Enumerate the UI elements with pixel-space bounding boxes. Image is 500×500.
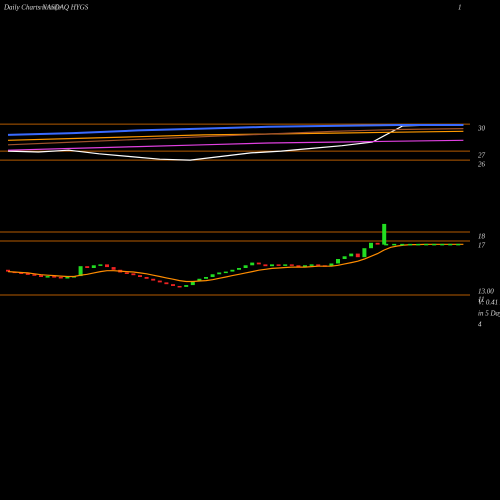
- candle: [19, 272, 24, 274]
- candle: [85, 266, 90, 268]
- candle: [309, 264, 314, 266]
- candle: [217, 272, 222, 275]
- info-text: 13.00: [478, 288, 494, 296]
- level-label: 18: [478, 233, 486, 241]
- candle: [124, 272, 129, 274]
- candle: [316, 264, 321, 266]
- candle: [369, 242, 373, 249]
- info-text: V: 0.41 X: [478, 299, 500, 307]
- candle: [237, 267, 241, 270]
- candle: [91, 265, 96, 268]
- level-label: 11: [478, 296, 484, 304]
- candle: [263, 264, 268, 267]
- candle: [111, 267, 116, 270]
- candle: [197, 278, 202, 282]
- moving-average: [7, 139, 464, 151]
- candle: [342, 256, 347, 259]
- candle: [157, 280, 162, 283]
- candle: [204, 276, 208, 279]
- chart-title: Daily Charts NASDAQ HYGS: [3, 4, 89, 12]
- candle: [375, 242, 380, 245]
- candle: [39, 275, 43, 277]
- candle: [58, 276, 63, 279]
- candle: [164, 282, 169, 285]
- corner-label: 1: [458, 4, 462, 12]
- candle: [283, 264, 288, 266]
- candle: [270, 264, 274, 267]
- candle: [184, 285, 189, 287]
- candle: [105, 264, 109, 268]
- candle: [223, 271, 228, 274]
- candle: [131, 273, 136, 276]
- candle: [230, 269, 235, 272]
- candle: [78, 266, 83, 277]
- level-label: 26: [478, 161, 486, 169]
- candle: [177, 285, 182, 288]
- candle: [336, 258, 340, 264]
- moving-average: [7, 124, 464, 136]
- moving-average: [7, 128, 464, 146]
- candle: [45, 276, 50, 278]
- candle: [355, 253, 360, 258]
- moving-average: [7, 130, 464, 141]
- candle: [210, 274, 215, 277]
- candle: [138, 275, 142, 277]
- info-text: in 5 Days: [478, 310, 500, 318]
- candle: [276, 264, 281, 266]
- info-text: 4: [478, 321, 482, 329]
- candle: [296, 265, 301, 267]
- candle: [25, 273, 30, 275]
- candle: [52, 276, 57, 278]
- candle: [6, 269, 10, 272]
- candle: [303, 265, 307, 267]
- candle: [32, 274, 37, 276]
- candle: [256, 262, 261, 265]
- candle: [65, 276, 70, 279]
- level-label: 27: [478, 152, 486, 160]
- candle: [144, 276, 149, 279]
- ema-line: [7, 243, 464, 283]
- candle: [382, 223, 387, 245]
- moving-average: [7, 124, 464, 161]
- candle: [329, 263, 334, 267]
- level-label: 17: [478, 242, 486, 250]
- candle: [250, 262, 255, 266]
- candle: [289, 264, 294, 266]
- level-label: 30: [477, 125, 486, 133]
- candle: [349, 253, 354, 257]
- candle: [243, 265, 248, 268]
- candle: [171, 284, 175, 286]
- candle: [190, 281, 195, 286]
- candle: [362, 248, 367, 258]
- candle: [98, 264, 103, 266]
- candle: [151, 278, 156, 281]
- watermark: munafa: [40, 4, 62, 12]
